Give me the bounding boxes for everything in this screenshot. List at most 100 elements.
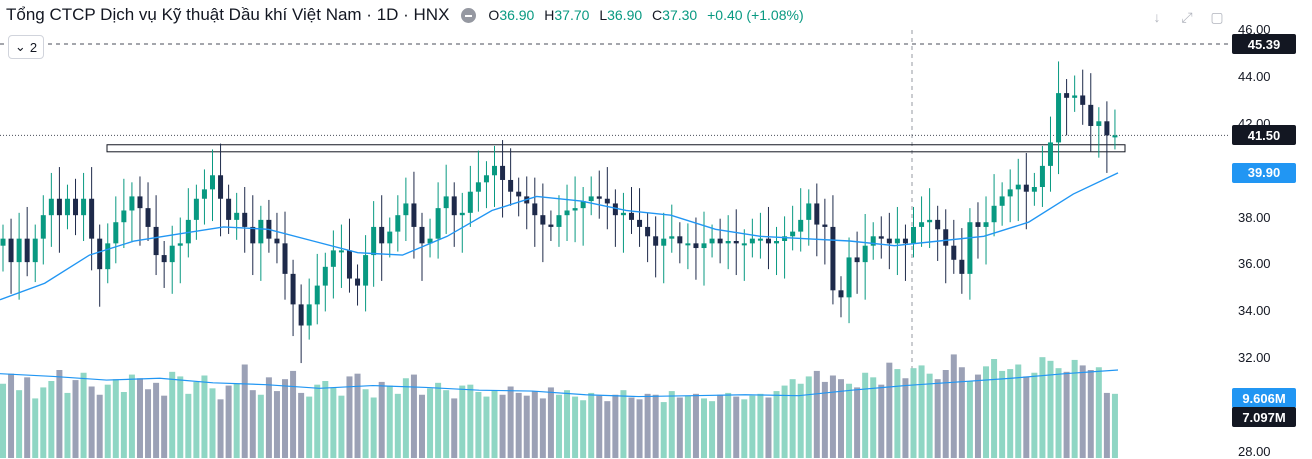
candle-body xyxy=(653,236,659,246)
volume-bar xyxy=(435,382,442,458)
candle-body xyxy=(943,229,949,246)
volume-bar xyxy=(717,394,724,458)
volume-bar xyxy=(846,383,853,458)
volume-bar xyxy=(572,396,579,458)
candle-body xyxy=(121,210,127,223)
candle-body xyxy=(363,255,369,286)
volume-bar xyxy=(596,395,603,458)
volume-bar xyxy=(991,359,998,458)
volume-bar xyxy=(1071,359,1078,458)
candle-body xyxy=(806,203,812,220)
volume-bar xyxy=(926,373,933,458)
candle-body xyxy=(1015,184,1021,190)
volume-bar xyxy=(217,399,224,458)
candle-body xyxy=(97,238,103,270)
candle-body xyxy=(838,290,844,298)
chart-title: Tổng CTCP Dịch vụ Kỹ thuật Dầu khí Việt … xyxy=(6,5,810,25)
change-value: +0.40 (+1.08%) xyxy=(707,7,804,23)
candle-body xyxy=(1047,142,1053,166)
candle-body xyxy=(234,212,240,220)
candle-body xyxy=(749,238,755,244)
visibility-toggle-icon[interactable] xyxy=(461,7,477,23)
volume-bar xyxy=(72,380,79,458)
candle-body xyxy=(1072,95,1078,98)
candle-body xyxy=(1064,93,1070,98)
window-icon[interactable]: ▢ xyxy=(1210,8,1224,25)
volume-bar xyxy=(886,362,893,458)
candle-body xyxy=(516,191,522,197)
candle-body xyxy=(959,259,965,274)
candle-body xyxy=(492,165,498,176)
candle-body xyxy=(596,196,602,199)
candle-body xyxy=(911,226,917,244)
candle-body xyxy=(242,212,248,227)
candle-body xyxy=(145,208,151,227)
volume-bar xyxy=(314,384,321,458)
price-tick-label: 44.00 xyxy=(1238,68,1271,84)
candle-body xyxy=(64,198,70,216)
candle-body xyxy=(298,304,304,326)
volume-bar xyxy=(620,390,627,458)
candle-body xyxy=(975,222,981,227)
volume-bar xyxy=(346,376,353,458)
candle-body xyxy=(919,222,925,227)
candle-body xyxy=(338,250,344,253)
candle-body xyxy=(282,243,288,274)
maximize-icon[interactable]: ⤢ xyxy=(1181,8,1193,25)
volume-bar xyxy=(1111,393,1118,458)
volume-bar xyxy=(290,370,297,458)
candle-body xyxy=(588,196,594,202)
candle-body xyxy=(209,175,215,190)
volume-bar xyxy=(668,391,675,458)
volume-bar xyxy=(870,377,877,458)
volume-bar xyxy=(725,392,732,458)
volume-bar xyxy=(1055,368,1062,458)
candle-body xyxy=(387,231,393,244)
candle-body xyxy=(564,210,570,216)
volume-bar xyxy=(467,384,474,458)
close-value: 37.30 xyxy=(662,7,698,23)
candle-body xyxy=(8,238,14,263)
volume-bar xyxy=(805,376,812,458)
volume-bar xyxy=(918,365,925,458)
volume-bar xyxy=(241,364,248,458)
candle-body xyxy=(1039,165,1045,188)
volume-bar xyxy=(338,395,345,458)
volume-bar xyxy=(209,388,216,458)
candle-body xyxy=(620,212,626,216)
volume-bar xyxy=(24,377,31,458)
candle-body xyxy=(1007,189,1013,197)
candle-body xyxy=(419,226,425,244)
volume-bar xyxy=(1031,372,1038,458)
candle-body xyxy=(548,224,554,227)
candle-body xyxy=(218,175,224,199)
arrow-down-icon[interactable]: ↓ xyxy=(1153,9,1161,25)
volume-bar xyxy=(539,398,546,458)
candle-body xyxy=(16,238,22,263)
resistance-zone xyxy=(106,144,1126,153)
volume-ma-line xyxy=(0,369,1119,398)
candle-body xyxy=(48,198,54,216)
collapse-indicators-button[interactable]: ⌄ 2 xyxy=(8,35,44,59)
volume-bar xyxy=(958,367,965,458)
candle-body xyxy=(306,304,312,326)
candle-body xyxy=(451,196,457,216)
candle-body xyxy=(556,215,562,227)
candle-body xyxy=(685,243,691,246)
candle-body xyxy=(798,219,804,232)
volume-bar xyxy=(684,395,691,458)
volume-bar xyxy=(1087,370,1094,458)
candle-body xyxy=(1096,121,1102,126)
volume-bar xyxy=(153,382,160,458)
volume-bar xyxy=(1023,376,1030,458)
volume-bar xyxy=(443,390,450,458)
volume-bar xyxy=(112,379,119,458)
candle-body xyxy=(435,208,441,239)
candle-body xyxy=(185,219,191,244)
candle-body xyxy=(717,238,723,244)
open-key: O xyxy=(488,7,500,23)
candle-body xyxy=(604,198,610,204)
candle-body xyxy=(113,222,119,244)
volume-bar xyxy=(523,395,530,458)
